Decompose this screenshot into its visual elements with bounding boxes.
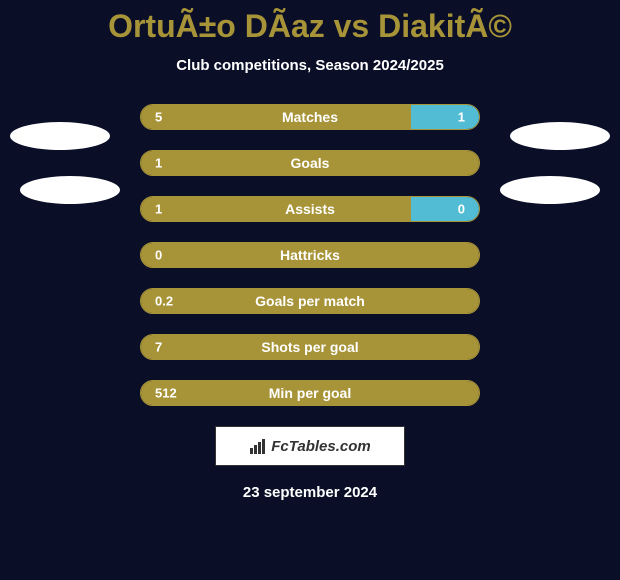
decoration-ellipse-right-2 — [500, 176, 600, 204]
bar-value-left: 0 — [155, 248, 162, 263]
bar-fill-right — [411, 105, 479, 129]
stat-bar: Goals per match 0.2 — [140, 288, 480, 314]
bar-value-left: 5 — [155, 110, 162, 125]
bar-fill-left — [141, 105, 411, 129]
stats-bars-container: Matches 5 1 Goals 1 Assists 1 0 Hattricks 0 Goals … — [140, 104, 480, 406]
stat-bar: Matches 5 1 — [140, 104, 480, 130]
bar-value-left: 7 — [155, 340, 162, 355]
logo-text: FcTables.com — [271, 438, 370, 455]
page-subtitle: Club competitions, Season 2024/2025 — [0, 57, 620, 74]
bar-label: Matches — [282, 109, 338, 125]
bar-fill-left — [141, 197, 411, 221]
bar-label: Goals — [291, 155, 330, 171]
page-title: OrtuÃ±o DÃ­az vs DiakitÃ© — [0, 0, 620, 45]
stat-bar: Assists 1 0 — [140, 196, 480, 222]
bar-label: Assists — [285, 201, 335, 217]
decoration-ellipse-left-1 — [10, 122, 110, 150]
stat-bar: Hattricks 0 — [140, 242, 480, 268]
bar-label: Goals per match — [255, 293, 365, 309]
decoration-ellipse-right-1 — [510, 122, 610, 150]
stat-bar: Shots per goal 7 — [140, 334, 480, 360]
chart-icon — [249, 437, 267, 455]
bar-value-left: 512 — [155, 386, 177, 401]
bar-value-left: 0.2 — [155, 294, 173, 309]
bar-value-right: 0 — [458, 202, 465, 217]
bar-value-left: 1 — [155, 202, 162, 217]
bar-fill-right — [411, 197, 479, 221]
stat-bar: Min per goal 512 — [140, 380, 480, 406]
bar-label: Hattricks — [280, 247, 340, 263]
bar-value-right: 1 — [458, 110, 465, 125]
bar-label: Min per goal — [269, 385, 351, 401]
logo-box: FcTables.com — [215, 426, 405, 466]
decoration-ellipse-left-2 — [20, 176, 120, 204]
bar-value-left: 1 — [155, 156, 162, 171]
bar-label: Shots per goal — [261, 339, 358, 355]
date-label: 23 september 2024 — [0, 484, 620, 501]
stat-bar: Goals 1 — [140, 150, 480, 176]
